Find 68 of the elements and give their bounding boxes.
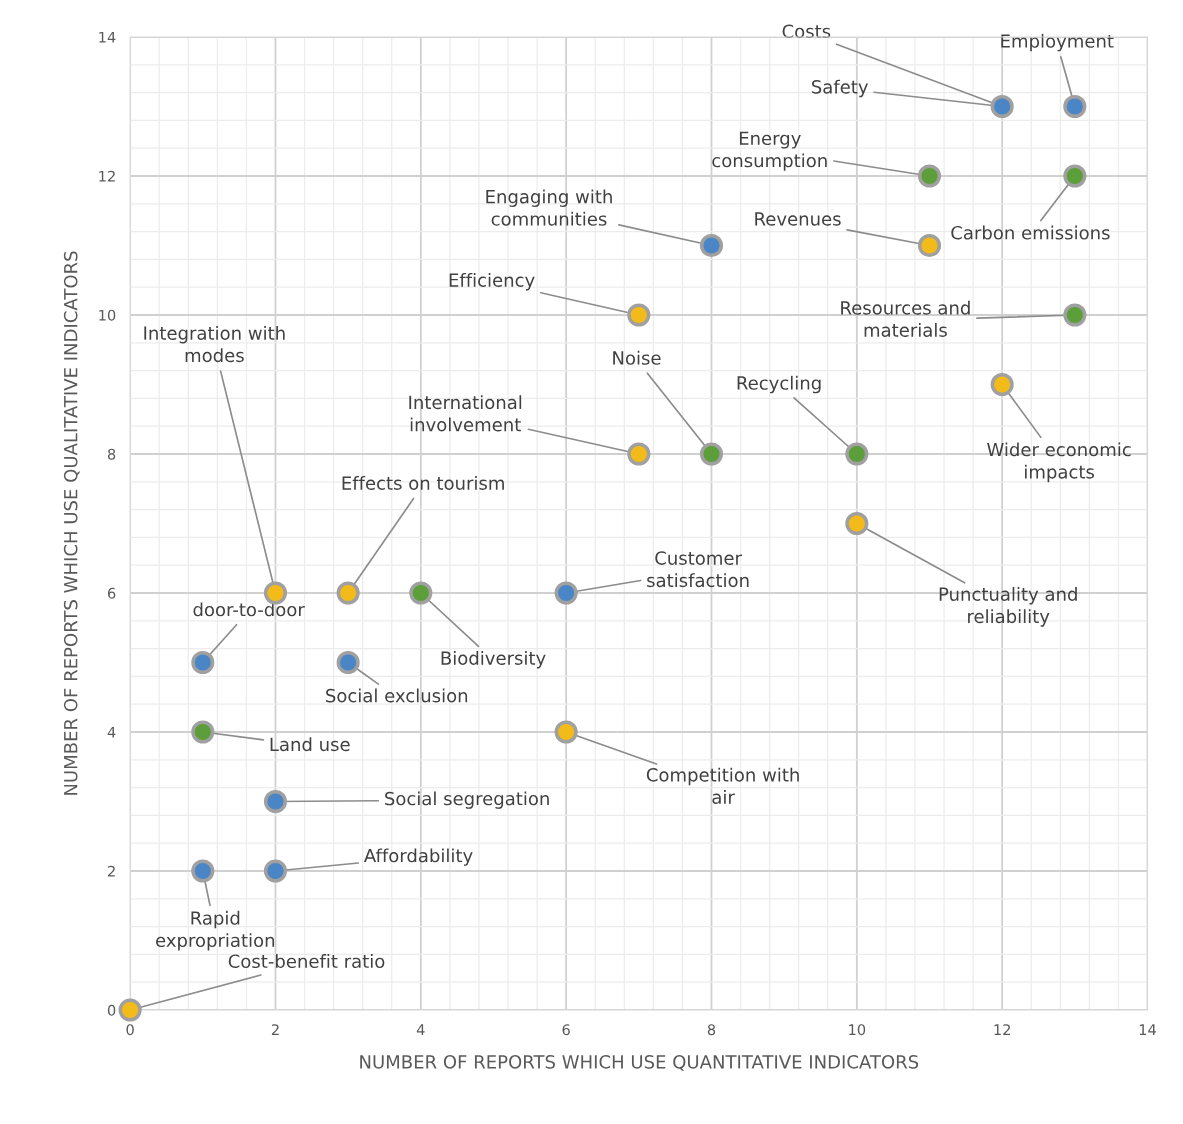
annotation: Resources and materials bbox=[841, 300, 970, 337]
annotation: Integration with modes bbox=[144, 325, 285, 363]
point bbox=[118, 998, 142, 1022]
annotation: Land use bbox=[270, 737, 350, 752]
point bbox=[917, 164, 942, 188]
annotation: Customer satisfaction bbox=[647, 551, 749, 588]
point bbox=[627, 442, 651, 466]
annotation: Punctuality and reliability bbox=[939, 586, 1077, 627]
y-tick-label: 0 bbox=[107, 1004, 116, 1016]
point bbox=[990, 94, 1014, 119]
annotation: Revenues bbox=[755, 212, 841, 226]
point bbox=[191, 720, 215, 744]
point bbox=[845, 442, 869, 466]
y-tick-label: 14 bbox=[99, 31, 116, 43]
annotation: Social exclusion bbox=[326, 688, 468, 703]
annotation: Cost-benefit ratio bbox=[228, 954, 385, 969]
annotation: Competition with air bbox=[646, 767, 799, 804]
annotation: Rapid expropriation bbox=[156, 910, 275, 951]
x-tick-label: 10 bbox=[849, 1024, 866, 1036]
x-tick-label: 4 bbox=[416, 1024, 425, 1035]
point bbox=[409, 581, 433, 605]
point bbox=[845, 511, 869, 536]
y-tick-label: 4 bbox=[107, 726, 116, 738]
point bbox=[699, 442, 724, 466]
x-tick-label: 2 bbox=[271, 1024, 279, 1035]
point bbox=[263, 859, 288, 883]
annotation: Carbon emissions bbox=[951, 225, 1110, 240]
annotation: Energy consumption bbox=[712, 131, 827, 171]
annotation: Noise bbox=[613, 350, 661, 365]
annotation: door-to-door bbox=[193, 602, 305, 617]
annotation: Employment bbox=[1001, 33, 1114, 52]
point bbox=[990, 372, 1014, 397]
point bbox=[917, 233, 942, 258]
y-tick-label: 10 bbox=[99, 309, 116, 321]
x-axis-title: NUMBER OF REPORTS WHICH USE QUANTITATIVE INDICATORS bbox=[360, 1055, 919, 1071]
y-tick-label: 6 bbox=[107, 587, 116, 599]
annotation: Effects on tourism bbox=[342, 475, 504, 490]
x-tick-label: 0 bbox=[126, 1024, 134, 1036]
annotation: Social segregation bbox=[385, 791, 549, 809]
point bbox=[699, 233, 724, 258]
point bbox=[1063, 94, 1087, 119]
x-tick-label: 8 bbox=[707, 1024, 716, 1036]
point bbox=[627, 303, 651, 327]
y-tick-label: 2 bbox=[108, 865, 115, 877]
point bbox=[554, 720, 578, 744]
x-tick-label: 14 bbox=[1139, 1024, 1156, 1035]
point bbox=[336, 581, 360, 605]
point bbox=[191, 859, 215, 883]
annotation: Engaging with communities bbox=[486, 189, 612, 226]
point bbox=[1063, 164, 1087, 188]
point bbox=[191, 650, 215, 675]
annotation: Biodiversity bbox=[441, 650, 546, 669]
y-tick-label: 12 bbox=[99, 170, 115, 182]
annotation: Costs bbox=[782, 24, 831, 39]
annotation: Wider economic impacts bbox=[987, 442, 1131, 483]
x-tick-label: 12 bbox=[994, 1024, 1010, 1035]
point bbox=[554, 581, 578, 605]
point bbox=[336, 650, 360, 675]
y-tick-label: 8 bbox=[107, 448, 116, 460]
annotation: Recycling bbox=[737, 375, 821, 394]
annotation: Safety bbox=[811, 79, 869, 98]
x-tick-label: 6 bbox=[562, 1024, 570, 1036]
annotation: International involvement bbox=[409, 395, 522, 432]
annotation: Efficiency bbox=[449, 272, 535, 291]
point bbox=[263, 789, 288, 814]
point bbox=[1063, 303, 1087, 327]
y-axis-title: NUMBER OF REPORTS WHICH USE QUALITATIVE INDICATORS bbox=[63, 251, 80, 795]
annotation: Affordability bbox=[363, 848, 473, 866]
